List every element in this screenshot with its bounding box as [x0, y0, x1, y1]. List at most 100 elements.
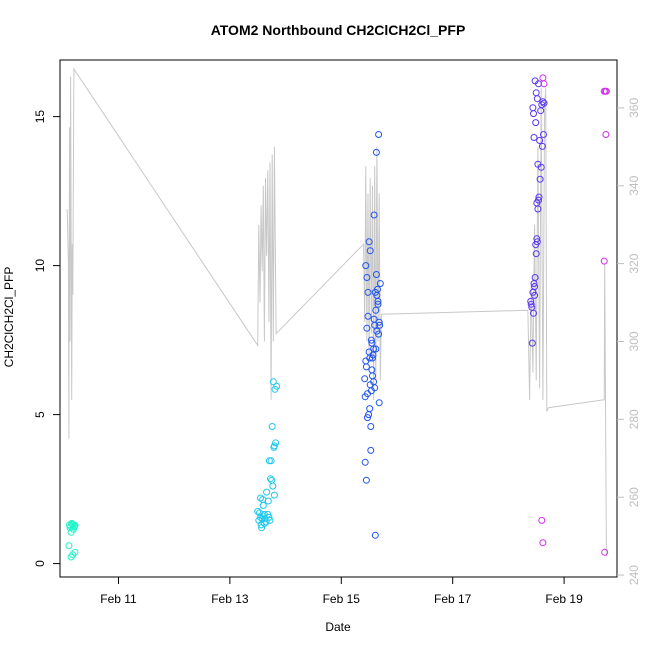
data-point: [367, 423, 375, 430]
data-point: [528, 339, 536, 347]
y-axis: 0 5 10 15: [33, 110, 60, 567]
y-tick-label: 15: [33, 110, 47, 124]
data-point: [369, 372, 376, 380]
data-point: [273, 382, 281, 390]
data-point: [266, 516, 274, 524]
data-point: [370, 211, 378, 219]
y2-tick-label: 360: [627, 98, 641, 118]
y-axis-label: CH2ClCH2Cl_PFP: [2, 267, 16, 368]
data-point: [539, 98, 547, 106]
y-tick-label: 0: [33, 560, 47, 567]
data-point: [370, 315, 378, 323]
data-point: [371, 384, 379, 392]
data-point: [376, 321, 384, 329]
x-tick-label: Feb 13: [211, 592, 249, 606]
chart-title: ATOM2 Northbound CH2ClCH2Cl_PFP: [211, 22, 466, 38]
y2-tick-label: 320: [627, 253, 641, 273]
secondary-line: [66, 67, 608, 557]
data-point: [527, 300, 535, 308]
data-point: [529, 104, 537, 112]
data-point: [261, 515, 269, 523]
data-point: [536, 175, 544, 183]
data-point: [539, 74, 547, 82]
data-point: [376, 280, 384, 287]
data-point: [69, 525, 77, 533]
data-point: [264, 497, 272, 505]
data-point: [372, 148, 380, 156]
y2-tick-label: 340: [627, 175, 641, 195]
data-point: [369, 354, 376, 362]
y-tick-label: 10: [33, 259, 47, 273]
data-point: [263, 488, 271, 496]
data-point: [532, 89, 540, 97]
data-point: [531, 291, 539, 299]
data-point: [269, 482, 277, 490]
data-point: [254, 507, 262, 515]
data-point: [364, 414, 371, 422]
data-point: [371, 531, 379, 539]
x-axis-label: Date: [325, 620, 351, 634]
data-point: [270, 491, 278, 499]
data-point: [540, 80, 548, 88]
data-point: [270, 442, 278, 450]
data-point: [259, 496, 267, 503]
plot-frame: [59, 59, 618, 578]
data-point: [71, 522, 78, 530]
points-layer: [65, 74, 610, 561]
data-point: [534, 160, 542, 168]
data-point: [539, 539, 547, 547]
data-point: [366, 247, 374, 255]
data-point: [364, 288, 372, 296]
data-point: [361, 393, 369, 401]
data-point: [530, 309, 537, 317]
data-point: [372, 306, 380, 314]
data-point: [364, 312, 372, 320]
data-point: [601, 548, 609, 556]
data-point: [66, 524, 74, 532]
data-point: [372, 345, 380, 353]
data-point: [532, 119, 540, 127]
data-point: [71, 548, 79, 556]
data-point: [533, 95, 541, 103]
data-point: [374, 300, 382, 308]
data-point: [362, 363, 370, 371]
data-point: [255, 516, 263, 524]
data-point: [363, 324, 371, 332]
data-point: [533, 199, 541, 207]
data-point: [267, 475, 274, 483]
y2-tick-label: 300: [627, 331, 641, 351]
data-point: [530, 134, 538, 141]
data-point: [372, 271, 380, 278]
data-point: [538, 516, 546, 524]
data-point: [366, 354, 374, 362]
x-tick-label: Feb 17: [434, 592, 472, 606]
data-point: [602, 87, 610, 95]
data-point: [265, 513, 273, 521]
data-point: [365, 238, 373, 246]
data-point: [540, 131, 547, 138]
data-point: [363, 274, 371, 281]
data-point: [531, 283, 539, 290]
data-point: [368, 339, 376, 347]
y2-tick-label: 240: [627, 565, 641, 585]
data-point: [362, 476, 370, 484]
data-point: [367, 336, 375, 344]
data-point: [367, 446, 375, 454]
data-point: [535, 193, 543, 201]
data-point: [530, 110, 537, 118]
data-point: [532, 250, 540, 258]
data-point: [373, 327, 381, 335]
data-point: [375, 399, 383, 407]
y-tick-label: 5: [33, 411, 47, 418]
data-point: [600, 257, 608, 265]
data-point: [68, 520, 76, 528]
data-point: [67, 553, 75, 561]
x-tick-label: Feb 11: [100, 592, 137, 606]
x-tick-label: Feb 15: [323, 592, 361, 606]
data-point: [602, 131, 610, 138]
data-point: [538, 142, 546, 150]
data-point: [540, 99, 548, 107]
data-point: [362, 262, 370, 270]
line-layer: [66, 67, 608, 557]
data-point: [258, 524, 266, 532]
